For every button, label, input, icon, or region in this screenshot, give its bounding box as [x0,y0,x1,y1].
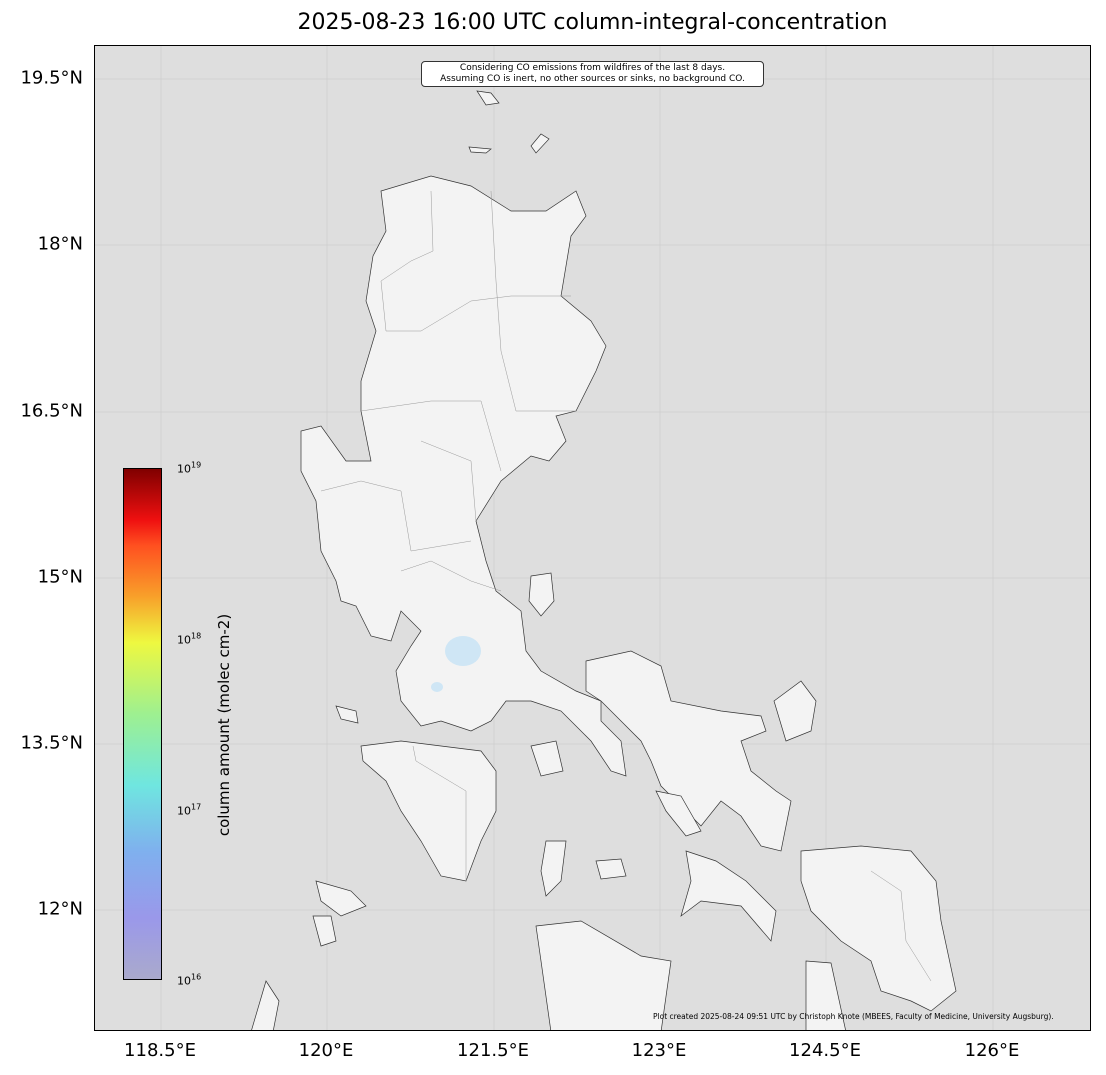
luzon [300,175,627,777]
colorbar [123,468,162,980]
babuyan [468,146,492,154]
leyte [805,960,846,1030]
busuanga [315,880,367,917]
gridlines [95,46,1090,1030]
lon-tick: 118.5°E [124,1040,196,1061]
lat-tick: 16.5°N [20,400,83,422]
masbate [655,790,702,837]
marinduque [530,740,564,777]
culion [312,915,337,947]
map-svg [95,46,1090,1030]
province-borders [320,190,932,982]
laguna-lake [445,636,481,666]
calayan [530,133,550,154]
sibuyan [595,858,627,880]
colorbar-tick: 1016 [177,972,202,988]
lat-tick: 12°N [37,898,83,920]
map-title: 2025-08-23 16:00 UTC column-integral-con… [297,10,888,35]
bicol [585,650,792,852]
lon-tick: 126°E [964,1040,1020,1061]
mindoro [360,740,497,882]
polillo [528,572,555,617]
colorbar-tick: 1019 [177,460,202,476]
lon-tick: 120°E [298,1040,354,1061]
colorbar-tick: 1017 [177,802,202,818]
lat-tick: 19.5°N [20,67,83,89]
map-area [94,45,1091,1031]
lon-tick: 124.5°E [789,1040,861,1061]
colorbar-label: column amount (molec cm-2) [215,613,233,837]
annotation-box: Considering CO emissions from wildfires … [421,61,764,87]
catanduanes [773,680,817,742]
panay [535,920,672,1030]
tablas [540,840,567,897]
credit-text: Plot created 2025-08-24 09:51 UTC by Chr… [653,1012,1054,1021]
colorbar-tick: 1018 [177,631,202,647]
taal-lake [431,682,443,692]
samar [800,845,957,1012]
burias [680,850,777,942]
landmasses [251,90,957,1030]
annotation-line: Assuming CO is inert, no other sources o… [440,74,745,84]
lon-tick: 121.5°E [457,1040,529,1061]
lon-tick: 123°E [631,1040,687,1061]
palawan-tip [251,980,280,1030]
batan [476,90,500,106]
lubang [335,705,359,724]
lat-tick: 15°N [37,566,83,588]
lat-tick: 13.5°N [20,732,83,754]
lat-tick: 18°N [37,233,83,255]
annotation-line: Considering CO emissions from wildfires … [459,63,726,73]
